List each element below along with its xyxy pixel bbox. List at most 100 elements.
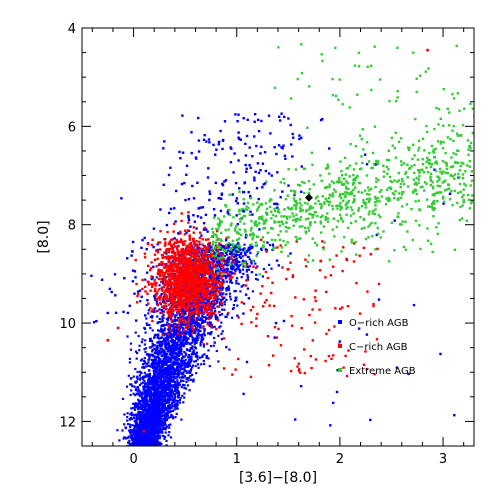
data-point xyxy=(139,448,141,450)
data-point xyxy=(180,361,183,364)
data-point xyxy=(169,340,172,343)
data-point xyxy=(147,312,150,315)
data-point xyxy=(135,447,137,449)
data-point xyxy=(134,449,136,451)
data-point xyxy=(139,449,141,451)
data-point xyxy=(132,431,135,434)
data-point xyxy=(208,267,211,270)
data-point xyxy=(173,332,176,335)
data-point xyxy=(159,384,162,387)
data-point xyxy=(138,450,140,452)
data-point xyxy=(235,261,238,265)
data-point xyxy=(153,363,156,366)
data-point xyxy=(142,447,144,449)
data-point xyxy=(155,369,158,372)
data-point xyxy=(152,450,154,452)
data-point xyxy=(152,448,154,450)
data-point xyxy=(181,359,184,362)
data-point xyxy=(135,404,138,407)
data-point xyxy=(142,450,144,452)
data-point xyxy=(174,402,177,405)
data-point xyxy=(141,447,143,449)
data-point xyxy=(227,285,230,288)
data-point xyxy=(150,428,153,431)
data-point xyxy=(172,361,175,364)
data-point xyxy=(133,427,136,431)
data-point xyxy=(152,379,156,382)
data-point xyxy=(149,444,152,446)
data-point xyxy=(161,415,164,418)
data-point xyxy=(151,448,153,450)
data-point xyxy=(216,295,219,298)
data-point xyxy=(156,429,159,432)
data-point xyxy=(149,353,152,356)
data-point xyxy=(166,342,169,345)
data-point xyxy=(210,324,213,327)
data-point xyxy=(176,396,180,399)
data-point xyxy=(171,384,174,387)
data-point xyxy=(225,250,228,253)
data-point xyxy=(160,407,163,410)
data-point xyxy=(147,392,150,395)
data-point xyxy=(152,370,156,373)
data-point xyxy=(134,447,136,449)
data-point xyxy=(271,243,275,246)
data-point xyxy=(128,449,130,451)
data-point xyxy=(137,449,139,451)
data-point xyxy=(161,373,165,376)
data-point xyxy=(161,320,164,323)
data-point xyxy=(186,328,189,331)
data-point xyxy=(145,449,147,451)
data-point xyxy=(199,334,202,337)
data-point xyxy=(149,438,152,441)
data-point xyxy=(173,328,176,331)
data-point xyxy=(137,448,139,450)
data-point xyxy=(130,443,133,446)
data-point xyxy=(143,397,147,400)
data-point xyxy=(136,434,139,437)
data-point xyxy=(148,323,151,327)
data-point xyxy=(254,262,257,265)
data-point xyxy=(160,355,163,358)
data-point xyxy=(148,397,151,401)
data-point xyxy=(142,450,144,452)
data-point xyxy=(182,384,185,387)
data-point xyxy=(148,449,150,451)
data-point xyxy=(256,278,259,281)
data-point xyxy=(145,449,147,451)
data-point xyxy=(128,439,131,442)
data-point xyxy=(161,411,164,414)
data-point xyxy=(145,449,147,451)
data-point xyxy=(210,258,213,261)
data-point xyxy=(129,436,132,439)
data-point xyxy=(228,348,231,351)
data-point xyxy=(136,370,139,374)
data-point xyxy=(209,291,212,294)
data-point xyxy=(236,253,239,256)
data-point xyxy=(197,322,200,325)
data-point xyxy=(159,340,162,343)
data-point xyxy=(153,336,156,339)
data-point xyxy=(209,304,212,307)
data-point xyxy=(158,403,161,406)
data-point xyxy=(180,321,183,324)
data-point xyxy=(132,448,134,450)
data-point xyxy=(184,332,187,335)
data-point xyxy=(166,409,169,413)
data-point xyxy=(174,389,177,392)
data-point xyxy=(167,319,170,322)
data-point xyxy=(199,329,202,333)
data-point xyxy=(244,254,247,257)
data-point xyxy=(190,353,193,356)
data-point xyxy=(162,280,165,283)
data-point xyxy=(209,333,212,336)
data-point xyxy=(158,395,161,398)
plot-points xyxy=(90,43,474,452)
data-point xyxy=(153,294,156,298)
data-point xyxy=(132,433,135,436)
data-point xyxy=(207,349,210,352)
data-point xyxy=(150,449,152,451)
data-point xyxy=(138,449,140,451)
data-point xyxy=(198,243,201,246)
data-point xyxy=(165,262,168,266)
